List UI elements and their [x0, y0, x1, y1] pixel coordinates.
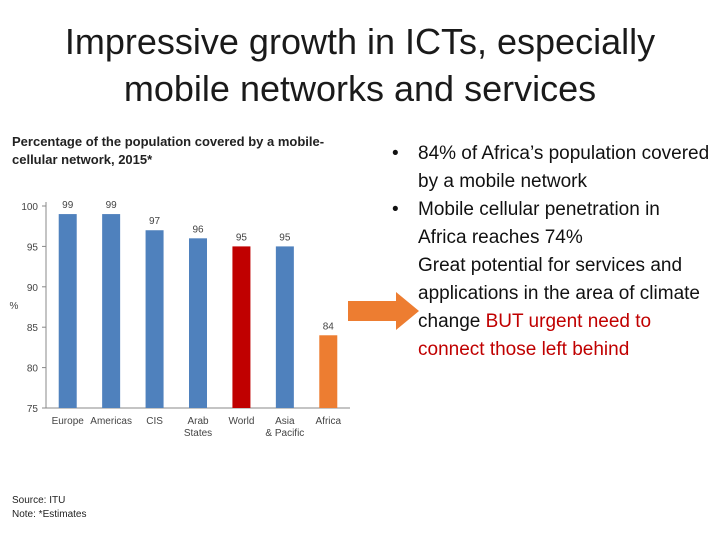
data-label: 97 — [149, 216, 161, 227]
coverage-bar-chart: 75 80 85 90 95 100% 99 Europe 99 Americas 97 CIS 96 A… — [10, 200, 350, 439]
data-label: 95 — [236, 232, 248, 243]
note-text: Note: *Estimates — [12, 509, 87, 520]
data-label: 84 — [323, 321, 335, 332]
y-tick-label: 90 — [27, 283, 39, 294]
bar-cis — [145, 230, 164, 408]
category-label: CIS — [146, 416, 163, 427]
bullet-list: • 84% of Africa’s population covered by … — [392, 140, 712, 364]
category-label: Africa — [316, 416, 342, 427]
category-label: Americas — [90, 416, 132, 427]
source-block: Source: ITU Note: *Estimates — [12, 494, 86, 522]
data-label: 96 — [192, 224, 204, 235]
y-tick-label: 80 — [27, 364, 39, 375]
bar-europe — [58, 214, 77, 408]
source-text: Source: ITU — [12, 495, 66, 506]
orange-arrow-icon — [348, 292, 419, 330]
bullet-text: Mobile cellular penetration in Africa re… — [418, 199, 660, 248]
y-tick-label: 85 — [27, 323, 39, 334]
data-label: 99 — [106, 200, 118, 211]
bullet-item: • Mobile cellular penetration in Africa … — [392, 196, 712, 252]
bar-world — [232, 246, 251, 408]
category-label: Europe — [52, 416, 85, 427]
y-tick-label: 95 — [27, 242, 39, 253]
bar-asia-pacific — [275, 246, 294, 408]
y-tick-label: 75 — [27, 404, 39, 415]
category-label: Arab States — [184, 416, 212, 439]
arrow-point-highlight: BUT urgent need to connect those left be… — [418, 311, 652, 360]
arrow-point-item: Great potential for services and applica… — [392, 252, 712, 364]
category-label: World — [228, 416, 254, 427]
slide-title: Impressive growth in ICTs, especially mo… — [64, 21, 656, 109]
bullet-marker: • — [392, 199, 399, 220]
y-axis-label: % — [10, 301, 19, 312]
bullet-item: • 84% of Africa’s population covered by … — [392, 140, 712, 196]
arrow-point-text: Great potential for services and applica… — [418, 255, 700, 332]
bar-arab-states — [189, 238, 207, 408]
data-label: 95 — [279, 232, 291, 243]
y-tick-label: 100 — [21, 202, 38, 213]
category-label: Asia & Pacific — [265, 416, 304, 439]
bullet-marker: • — [392, 143, 399, 164]
chart-heading: Percentage of the population covered by … — [12, 134, 325, 167]
bar-africa — [319, 335, 338, 408]
bar-americas — [102, 214, 121, 408]
data-label: 99 — [62, 200, 74, 211]
bullet-text: 84% of Africa’s population covered by a … — [418, 143, 710, 192]
